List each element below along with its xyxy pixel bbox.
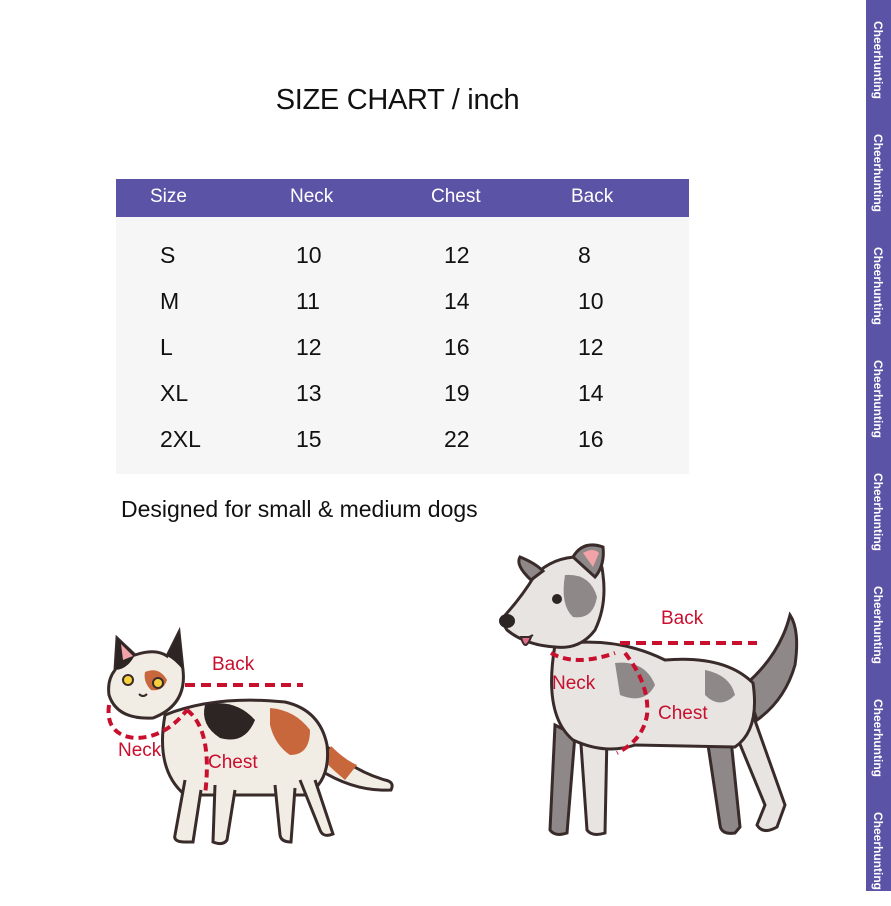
fit-note: Designed for small & medium dogs <box>121 496 478 522</box>
cat-illustration <box>106 626 394 846</box>
table-row: 2XL 15 22 16 <box>116 426 689 456</box>
cell-back: 12 <box>578 334 604 360</box>
cell-chest: 19 <box>444 380 470 406</box>
watermark-text: Cheerhunting <box>871 586 885 664</box>
cell-size: S <box>160 242 176 268</box>
table-row: M 11 14 10 <box>116 288 689 318</box>
dog-neck-label: Neck <box>552 673 596 694</box>
cell-size: M <box>160 288 180 314</box>
cell-back: 16 <box>578 426 604 452</box>
watermark-strip <box>866 0 891 891</box>
table-row: S 10 12 8 <box>116 242 689 272</box>
dog-illustration <box>499 543 799 836</box>
watermark-text: Cheerhunting <box>871 134 885 212</box>
cat-chest-label: Chest <box>208 752 258 773</box>
watermark-text: Cheerhunting <box>871 360 885 438</box>
watermark-text: Cheerhunting <box>871 812 885 890</box>
dog-chest-label: Chest <box>658 703 708 724</box>
header-size: Size <box>150 186 187 207</box>
dog-back-label: Back <box>661 608 704 629</box>
watermark-text: Cheerhunting <box>871 247 885 325</box>
cell-size: L <box>160 334 173 360</box>
header-back: Back <box>571 186 614 207</box>
cell-neck: 10 <box>296 242 322 268</box>
cell-neck: 15 <box>296 426 322 452</box>
watermark-text: Cheerhunting <box>871 699 885 777</box>
header-chest: Chest <box>431 186 481 207</box>
cell-back: 8 <box>578 242 591 268</box>
cell-neck: 11 <box>296 288 320 314</box>
size-chart-title: SIZE CHART / inch <box>275 84 520 116</box>
table-row: L 12 16 12 <box>116 334 689 364</box>
header-neck: Neck <box>290 186 334 207</box>
cell-chest: 14 <box>444 288 470 314</box>
cell-chest: 16 <box>444 334 470 360</box>
cell-back: 14 <box>578 380 604 406</box>
cell-chest: 22 <box>444 426 470 452</box>
cell-chest: 12 <box>444 242 470 268</box>
table-row: XL 13 19 14 <box>116 380 689 410</box>
cell-size: XL <box>160 380 189 406</box>
table-header: Size Neck Chest Back <box>116 179 689 217</box>
watermark-text: Cheerhunting <box>871 473 885 551</box>
cell-size: 2XL <box>160 426 201 452</box>
cell-back: 10 <box>578 288 604 314</box>
cell-neck: 12 <box>296 334 322 360</box>
cat-back-label: Back <box>212 654 255 675</box>
watermark-text: Cheerhunting <box>871 21 885 99</box>
cat-neck-label: Neck <box>118 740 162 761</box>
size-table: Size Neck Chest Back S 10 12 8 M 11 14 1… <box>116 179 689 474</box>
cell-neck: 13 <box>296 380 322 406</box>
